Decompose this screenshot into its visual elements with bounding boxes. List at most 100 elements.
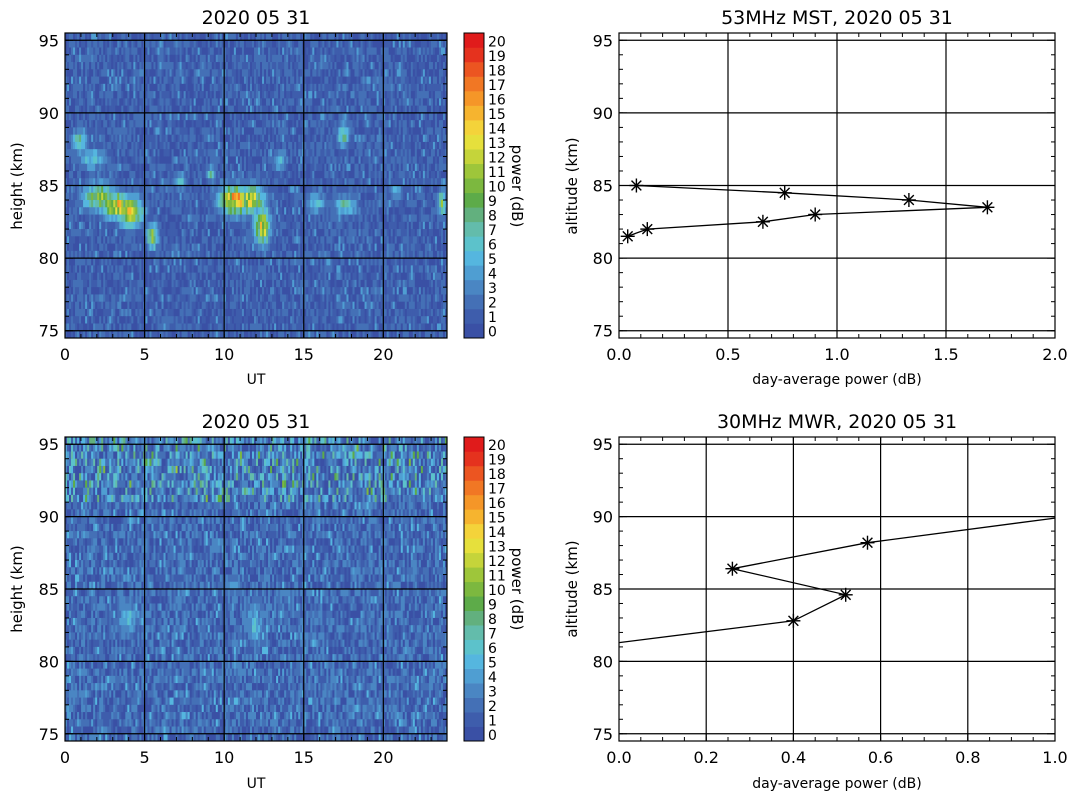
heatmap-cell xyxy=(386,112,390,121)
heatmap-cell xyxy=(416,185,420,194)
heatmap-cell xyxy=(364,76,367,85)
heatmap-cell xyxy=(191,62,195,70)
heatmap-cell xyxy=(358,83,361,92)
heatmap-cell xyxy=(75,40,78,48)
heatmap-cell xyxy=(69,200,72,208)
heatmap-cell xyxy=(239,98,243,107)
heatmap-cell xyxy=(225,185,229,194)
heatmap-cell xyxy=(129,120,132,128)
heatmap-cell xyxy=(358,91,361,99)
heatmap-cell xyxy=(370,192,374,201)
heatmap-cell xyxy=(306,214,309,223)
heatmap-cell xyxy=(278,69,281,77)
heatmap-cell xyxy=(71,149,74,157)
heatmap-cell xyxy=(406,178,410,186)
heatmap-cell xyxy=(191,120,195,128)
heatmap-cell xyxy=(149,149,152,157)
heatmap-cell xyxy=(318,47,321,56)
heatmap-cell xyxy=(356,200,359,208)
heatmap-cell xyxy=(312,127,315,136)
heatmap-cell xyxy=(414,170,418,179)
heatmap-cell xyxy=(221,62,225,70)
heatmap-cell xyxy=(362,192,365,201)
heatmap-cell xyxy=(147,214,150,223)
heatmap-cell xyxy=(179,178,183,186)
heatmap-cell xyxy=(245,207,249,215)
heatmap-cell xyxy=(256,91,259,99)
heatmap-cell xyxy=(251,69,255,77)
heatmap-cell xyxy=(227,120,231,128)
heatmap-cell xyxy=(243,134,247,143)
heatmap-cell xyxy=(129,200,132,208)
heatmap-cell xyxy=(348,76,351,85)
heatmap-cell xyxy=(127,156,130,165)
heatmap-cell xyxy=(340,200,343,208)
heatmap-cell xyxy=(227,54,231,63)
heatmap-cell xyxy=(157,47,160,56)
heatmap-cell xyxy=(177,69,180,77)
heatmap-cell xyxy=(342,33,345,41)
heatmap-cell xyxy=(328,54,331,63)
heatmap-cell xyxy=(374,83,378,92)
heatmap-cell xyxy=(133,76,136,85)
heatmap-cell xyxy=(438,112,442,121)
heatmap-cell xyxy=(376,47,380,56)
heatmap-cell xyxy=(65,200,68,208)
heatmap-cell xyxy=(348,62,351,70)
heatmap-cell xyxy=(187,141,191,150)
heatmap-cell xyxy=(428,200,432,208)
heatmap-cell xyxy=(400,170,404,179)
heatmap-cell xyxy=(129,54,132,63)
heatmap-cell xyxy=(370,134,374,143)
heatmap-cell xyxy=(219,192,223,201)
heatmap-cell xyxy=(310,141,313,150)
heatmap-cell xyxy=(374,163,378,172)
heatmap-cell xyxy=(201,83,205,92)
heatmap-cell xyxy=(183,47,187,56)
heatmap-cell xyxy=(394,69,398,77)
heatmap-cell xyxy=(428,33,432,41)
heatmap-cell xyxy=(272,98,275,107)
heatmap-cell xyxy=(372,33,376,41)
heatmap-cell xyxy=(225,170,229,179)
heatmap-cell xyxy=(67,221,70,230)
heatmap-cell xyxy=(89,98,92,107)
heatmap-cell xyxy=(432,214,436,223)
heatmap-cell xyxy=(390,83,394,92)
heatmap-cell xyxy=(213,47,217,56)
heatmap-cell xyxy=(133,120,136,128)
heatmap-cell xyxy=(149,69,152,77)
heatmap-cell xyxy=(245,69,249,77)
heatmap-cell xyxy=(203,170,207,179)
heatmap-cell xyxy=(117,120,120,128)
heatmap-cell xyxy=(296,163,299,172)
heatmap-cell xyxy=(314,62,317,70)
heatmap-cell xyxy=(444,170,447,179)
heatmap-cell xyxy=(97,178,100,186)
heatmap-cell xyxy=(342,207,345,215)
heatmap-cell xyxy=(131,69,134,77)
heatmap-cell xyxy=(139,141,142,150)
heatmap-cell xyxy=(145,192,148,201)
heatmap-cell xyxy=(123,91,126,99)
heatmap-cell xyxy=(151,47,154,56)
heatmap-cell xyxy=(356,214,359,223)
heatmap-cell xyxy=(322,200,325,208)
heatmap-cell xyxy=(258,127,261,136)
heatmap-cell xyxy=(87,33,90,41)
heatmap-cell xyxy=(133,221,136,230)
heatmap-cell xyxy=(157,170,160,179)
heatmap-cell xyxy=(426,134,430,143)
heatmap-cell xyxy=(231,54,235,63)
heatmap-cell xyxy=(141,120,144,128)
heatmap-cell xyxy=(169,221,172,230)
heatmap-cell xyxy=(360,127,363,136)
heatmap-cell xyxy=(370,156,374,165)
heatmap-cell xyxy=(276,178,279,186)
heatmap-cell xyxy=(187,178,191,186)
heatmap-cell xyxy=(286,192,289,201)
heatmap-cell xyxy=(215,192,219,201)
heatmap-cell xyxy=(87,178,90,186)
heatmap-cell xyxy=(185,62,189,70)
heatmap-cell xyxy=(418,163,422,172)
